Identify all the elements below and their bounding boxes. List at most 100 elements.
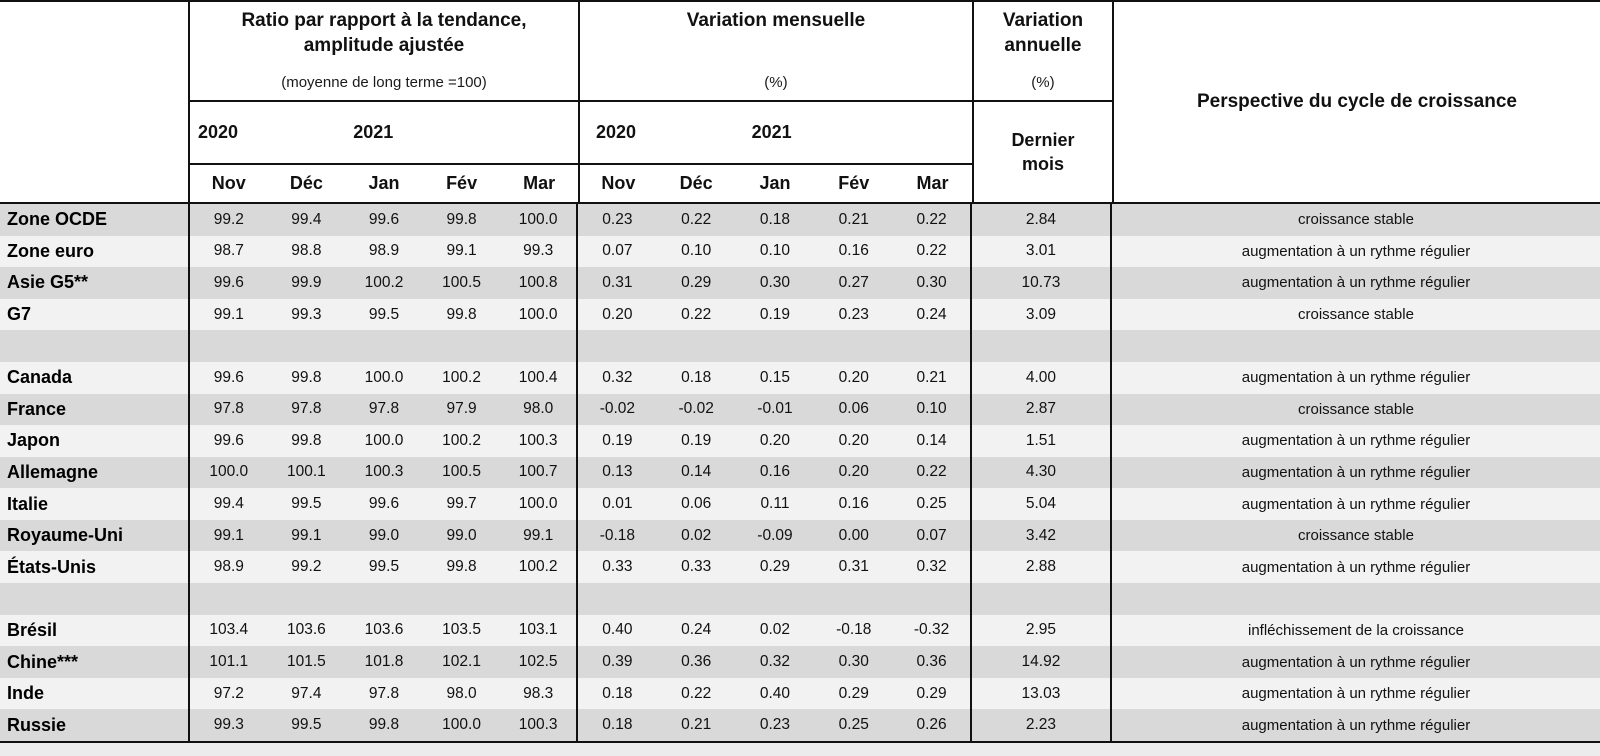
monthly-value-jan: 0.40: [759, 684, 791, 702]
row-label: États-Unis: [0, 551, 190, 584]
monthly-value-fev: 0.21: [838, 210, 869, 228]
table-row: Russie 99.3 99.5 99.8 100.0 100.3 0.18 0…: [0, 709, 1600, 741]
ratio-value-fev: 100.5: [442, 273, 481, 291]
annual-variation-value: 2.88: [972, 551, 1112, 584]
ratio-value-dec: 99.1: [291, 526, 322, 544]
ratio-month-fev: Fév: [446, 173, 478, 193]
ratio-value-jan: 99.6: [368, 495, 400, 513]
row-label: Zone OCDE: [0, 204, 190, 236]
growth-outlook-text: augmentation à un rythme régulier: [1241, 495, 1471, 513]
monthly-value-dec: 0.33: [681, 558, 712, 576]
annual-variation-value: 4.30: [972, 456, 1112, 489]
monthly-value-fev: [814, 583, 893, 615]
ratio-value-fev: 99.8: [446, 305, 477, 323]
row-label: Italie: [0, 488, 190, 520]
ratio-value-dec: 100.1: [286, 463, 326, 481]
ratio-value-nov: 99.2: [213, 210, 244, 228]
monthly-value-dec: 0.06: [681, 495, 712, 513]
monthly-value-dec: 0.24: [681, 621, 712, 639]
ratio-value-mar: 100.0: [500, 204, 578, 236]
monthly-value-mar: 0.22: [893, 235, 972, 268]
monthly-value-mar: 0.26: [893, 709, 972, 741]
monthly-value-dec: [657, 583, 736, 615]
ratio-value-fev: [423, 583, 501, 615]
ratio-value-dec: 97.4: [291, 684, 322, 702]
ratio-value-fev: 99.0: [446, 526, 477, 544]
ratio-value-mar: 99.1: [500, 519, 578, 552]
table-row: Asie G5** 99.6 99.9 100.2 100.5 100.8 0.…: [0, 267, 1600, 299]
growth-outlook-text: [1112, 583, 1600, 615]
annual-group-title: Variation annuelle: [1002, 10, 1084, 56]
ratio-value-jan: [345, 330, 423, 362]
annual-variation-value: 4.00: [972, 361, 1112, 394]
ratio-value-mar: 100.0: [500, 298, 578, 331]
monthly-value-dec: 0.19: [681, 431, 712, 449]
growth-outlook-text: croissance stable: [1298, 211, 1414, 229]
ratio-value-fev: 102.1: [442, 653, 481, 671]
table-row: Italie 99.4 99.5 99.6 99.7 100.0 0.01 0.…: [0, 488, 1600, 520]
table-row: Zone euro 98.7 98.8 98.9 99.1 99.3 0.07 …: [0, 235, 1600, 268]
table-row: États-Unis 98.9 99.2 99.5 99.8 100.2 0.3…: [0, 551, 1600, 584]
row-label: Canada: [0, 361, 190, 394]
ratio-value-dec: 99.9: [291, 273, 322, 291]
annual-variation-value: 13.03: [972, 677, 1112, 710]
monthly-value-dec: 0.14: [681, 463, 712, 481]
annual-variation-value: [972, 330, 1112, 362]
row-label: G7: [0, 298, 190, 331]
monthly-value-nov: [578, 330, 657, 362]
ratio-value-nov: 99.6: [213, 368, 244, 386]
ratio-value-dec: [268, 330, 346, 362]
ratio-value-jan: 98.9: [368, 242, 400, 260]
ratio-value-fev: 98.0: [446, 684, 477, 702]
monthly-value-mar: 0.36: [893, 646, 972, 678]
monthly-value-mar: [893, 583, 972, 615]
monthly-value-fev: [814, 330, 893, 362]
monthly-year-spacer: [814, 102, 894, 165]
table-row: [0, 583, 1600, 615]
row-label: Allemagne: [0, 456, 190, 489]
annual-variation-value: 2.87: [972, 393, 1112, 426]
monthly-value-nov: -0.02: [599, 400, 636, 418]
table-row: G7 99.1 99.3 99.5 99.8 100.0 0.20 0.22 0…: [0, 298, 1600, 331]
monthly-value-fev: 0.27: [838, 273, 869, 291]
monthly-value-mar: 0.32: [893, 551, 972, 584]
growth-outlook-text: augmentation à un rythme régulier: [1241, 274, 1471, 292]
monthly-value-jan: -0.09: [757, 526, 793, 544]
monthly-value-fev: 0.06: [838, 400, 869, 418]
monthly-value-nov: 0.07: [602, 242, 633, 260]
monthly-value-dec: [657, 330, 736, 362]
growth-outlook-text: augmentation à un rythme régulier: [1241, 463, 1471, 481]
ratio-value-nov: 99.6: [213, 431, 244, 449]
monthly-month-nov: Nov: [577, 165, 657, 202]
monthly-value-fev: -0.18: [836, 621, 872, 639]
monthly-group-subtitle: (%): [764, 74, 788, 91]
ratio-value-jan: 99.5: [368, 558, 400, 576]
ratio-year-spacer: [267, 102, 346, 165]
monthly-group-header: Variation mensuelle (%): [577, 2, 972, 102]
monthly-value-nov: 0.23: [602, 210, 633, 228]
ratio-value-jan: [345, 583, 423, 615]
row-label: Chine***: [0, 646, 190, 678]
row-label: Zone euro: [0, 235, 190, 268]
ratio-value-dec: 99.2: [291, 558, 322, 576]
monthly-year-2021: 2021: [735, 102, 815, 165]
monthly-month-fev: Fév: [838, 173, 870, 193]
ratio-month-nov: Nov: [211, 173, 246, 193]
ratio-value-nov: 97.2: [213, 684, 244, 702]
ratio-value-nov: 99.6: [213, 273, 244, 291]
monthly-value-dec: 0.36: [681, 653, 712, 671]
annual-group-subtitle: (%): [1031, 74, 1055, 91]
monthly-value-dec: 0.22: [681, 684, 712, 702]
monthly-value-jan: 0.32: [759, 653, 791, 671]
monthly-value-mar: 0.30: [893, 267, 972, 299]
monthly-value-fev: 0.00: [838, 526, 869, 544]
monthly-value-dec: 0.18: [681, 368, 712, 386]
monthly-value-jan: 0.20: [759, 431, 791, 449]
ratio-value-fev: 97.9: [446, 400, 477, 418]
row-label: Brésil: [0, 614, 190, 647]
table-row: [0, 330, 1600, 362]
ratio-value-fev: [423, 330, 501, 362]
monthly-year-spacer: [893, 102, 972, 165]
